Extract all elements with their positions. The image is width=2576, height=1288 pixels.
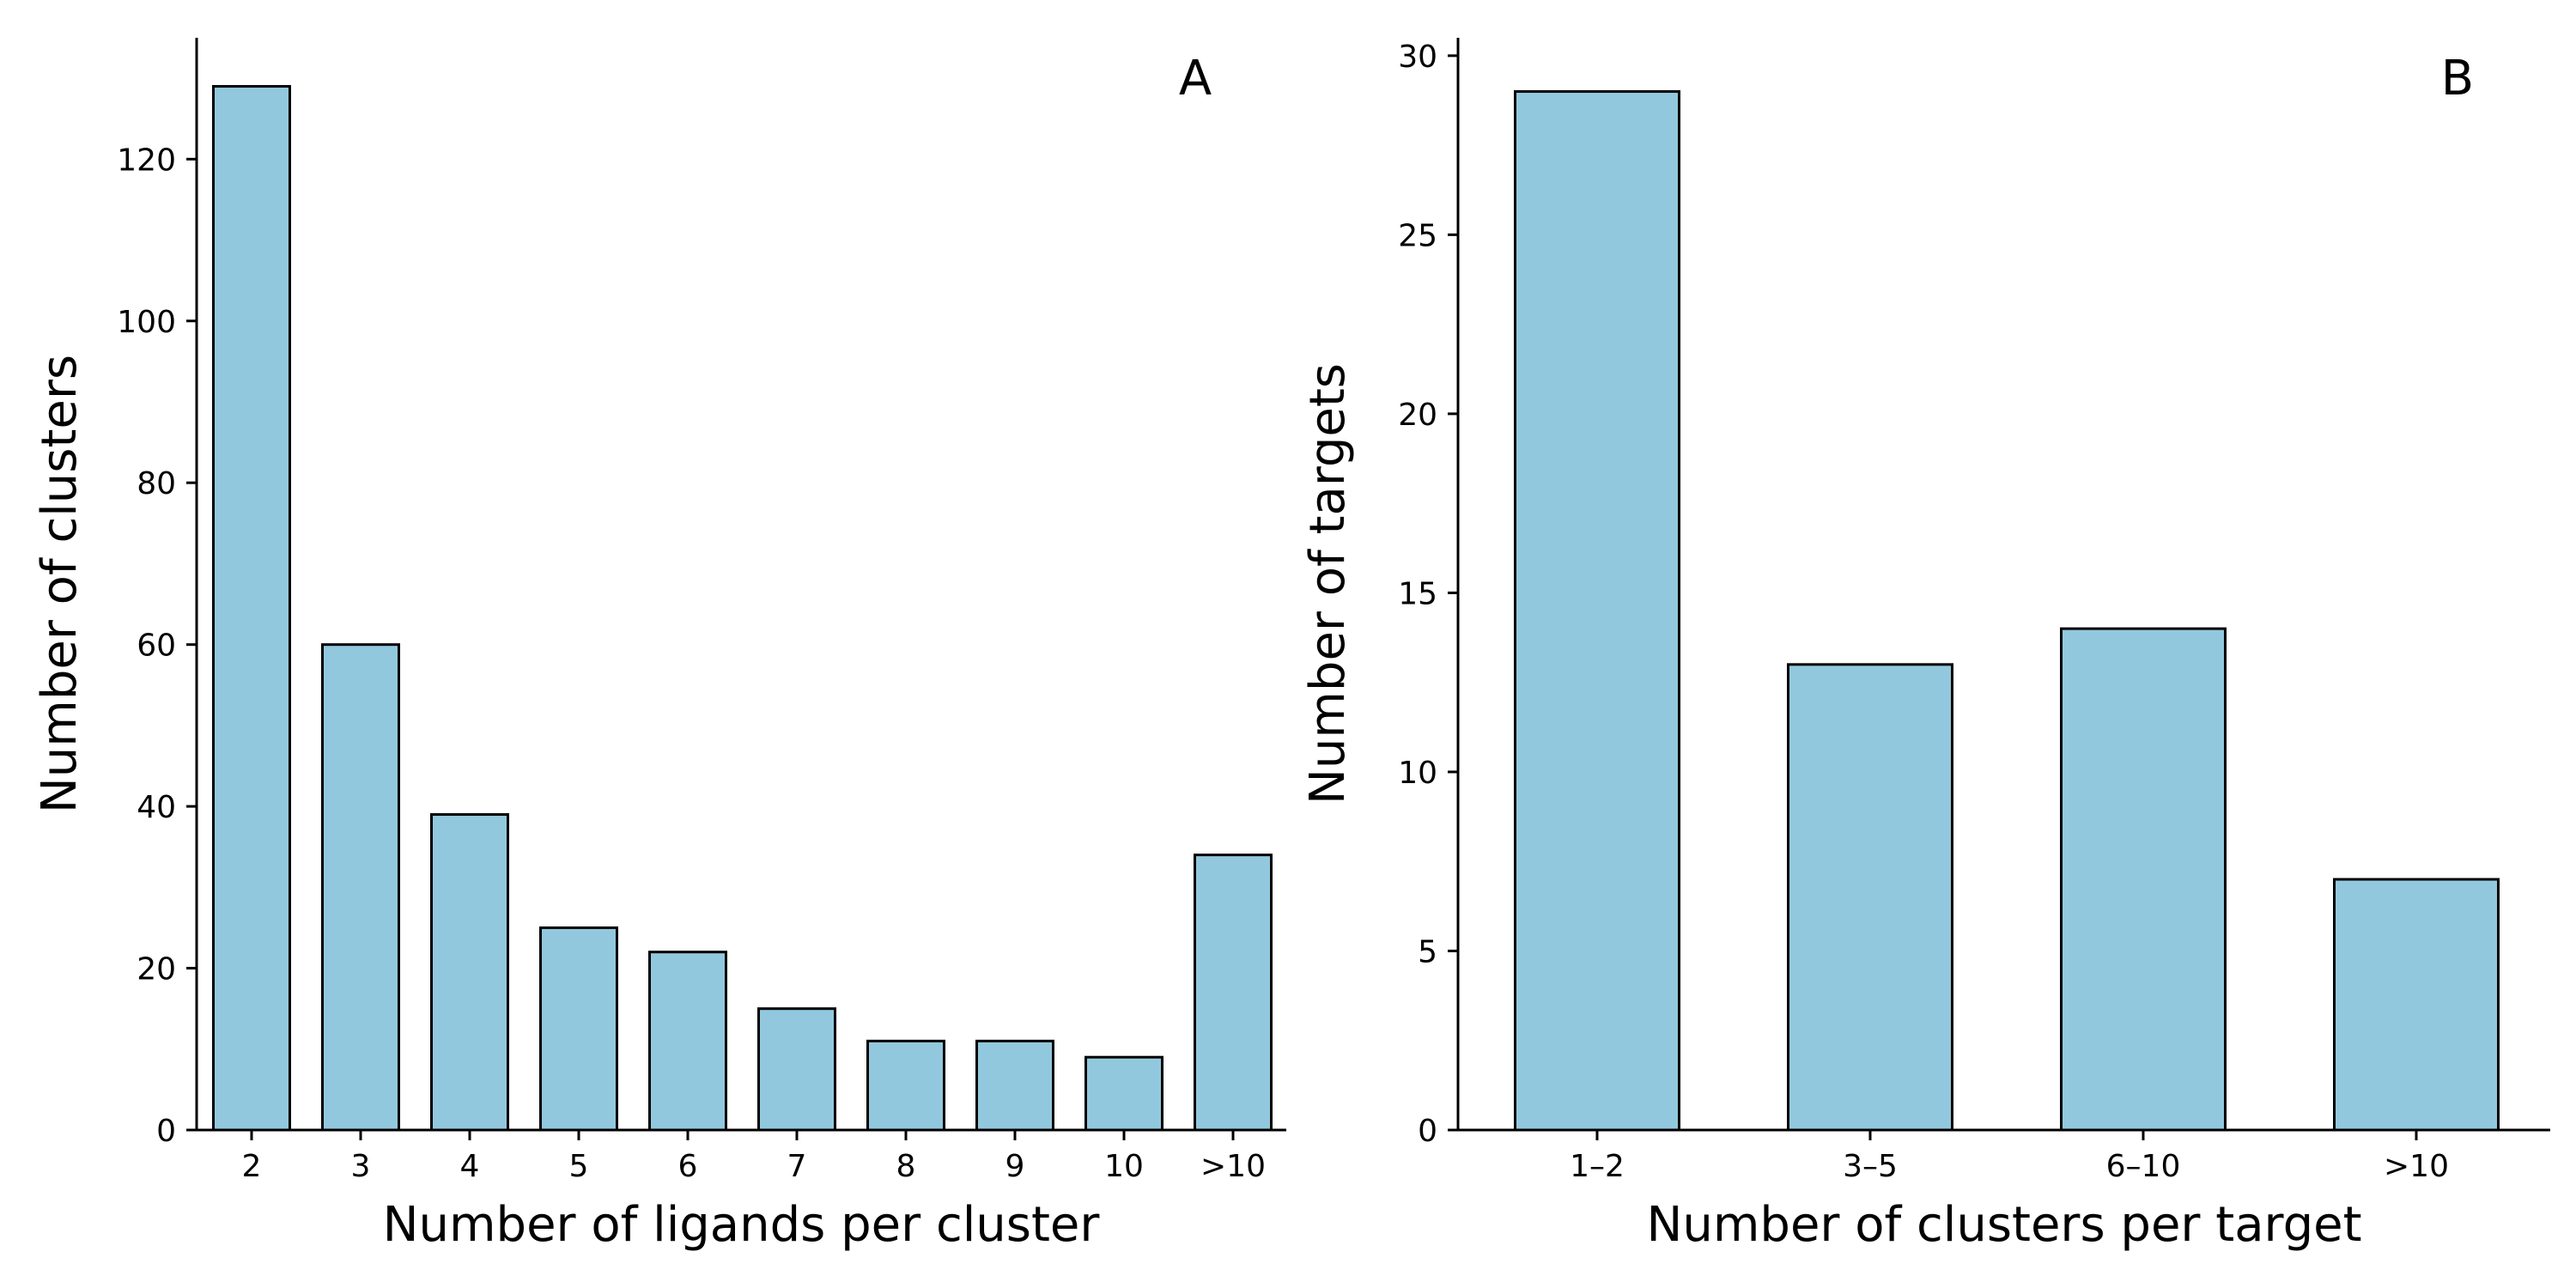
panel-a-bar-3 [539, 926, 618, 1132]
panel-a-y-tick-label-1: 20 [137, 952, 176, 987]
panel-a-y-tick-label-2: 40 [137, 790, 176, 825]
panel-a-bar-5 [757, 1007, 836, 1132]
panel-a-x-tick-label-3: 5 [569, 1149, 589, 1184]
panel-a-y-tick-label-0: 0 [156, 1114, 176, 1149]
panel-b-bar-2 [2060, 627, 2227, 1132]
panel-b-bar-1 [1787, 663, 1953, 1132]
panel-b-y-tick-label-4: 20 [1398, 398, 1437, 433]
panel-a-y-tick-label-5: 100 [117, 305, 176, 340]
panel-a-x-tick-label-7: 9 [1005, 1149, 1025, 1184]
panel-b-x-tick-label-0: 1–2 [1570, 1149, 1625, 1184]
panel-b-y-tick-label-5: 25 [1398, 218, 1437, 253]
panel-a-y-tick-label-3: 60 [137, 629, 176, 664]
panel-b-y-tick-label-1: 5 [1418, 934, 1437, 969]
panel-a-bar-7 [975, 1039, 1054, 1132]
panel-b-y-tick-label-0: 0 [1418, 1114, 1437, 1149]
panel-b-xlabel: Number of clusters per target [1646, 1197, 2361, 1253]
panel-a-bar-9 [1194, 854, 1273, 1132]
panel-b-bar-0 [1514, 90, 1680, 1132]
panel-a-x-tick-label-0: 2 [242, 1149, 262, 1184]
panel-a-bar-2 [430, 813, 509, 1132]
panel-a-bar-1 [321, 643, 400, 1132]
panel-b-x-tick-label-2: 6–10 [2106, 1149, 2181, 1184]
panel-a-bar-0 [212, 85, 291, 1132]
panel-a-x-tick-label-6: 8 [896, 1149, 916, 1184]
panel-a-x-tick-label-9: >10 [1200, 1149, 1266, 1184]
panel-a-bars [212, 85, 1273, 1132]
panel-b-y-tick-label-6: 30 [1398, 39, 1437, 75]
panel-b-ylabel: Number of targets [1300, 363, 1356, 805]
panel-a-y-tick-label-6: 120 [117, 143, 176, 178]
panel-b-letter: B [2441, 51, 2474, 106]
panel-b: 0 5 10 15 20 25 30 1–2 3–5 6–10 >10 Number of clu… [1300, 38, 2550, 1253]
panel-a-x-tick-label-5: 7 [787, 1149, 807, 1184]
panel-a-ylabel: Number of clusters [32, 355, 88, 813]
panel-b-y-tick-label-2: 10 [1398, 756, 1437, 791]
panel-a-x-tick-label-4: 6 [678, 1149, 698, 1184]
panel-a-letter: A [1179, 51, 1212, 106]
panel-b-y-ticks: 0 5 10 15 20 25 30 [1398, 39, 1458, 1149]
panel-a-xlabel: Number of ligands per cluster [383, 1197, 1101, 1253]
panel-b-y-tick-label-3: 15 [1398, 576, 1437, 611]
panel-a-bar-8 [1084, 1055, 1163, 1132]
panel-a-y-tick-label-4: 80 [137, 466, 176, 501]
panel-b-bar-3 [2333, 878, 2500, 1132]
panel-a-y-ticks: 0 20 40 60 80 100 120 [117, 143, 197, 1149]
panel-a-x-tick-label-8: 10 [1104, 1149, 1144, 1184]
panel-a: 0 20 40 60 80 100 120 2 3 4 5 6 7 8 9 10 >10 Number of … [32, 38, 1286, 1253]
panel-b-bars [1514, 90, 2500, 1132]
panel-b-x-tick-label-3: >10 [2384, 1149, 2449, 1184]
panel-a-x-ticks: 2 3 4 5 6 7 8 9 10 >10 [242, 1130, 1266, 1184]
panel-a-bar-6 [866, 1039, 945, 1132]
panel-b-x-ticks: 1–2 3–5 6–10 >10 [1570, 1130, 2449, 1184]
panel-a-bar-4 [648, 951, 727, 1132]
panel-a-x-tick-label-1: 3 [351, 1149, 371, 1184]
panel-b-x-tick-label-1: 3–5 [1843, 1149, 1898, 1184]
panel-a-x-tick-label-2: 4 [460, 1149, 480, 1184]
